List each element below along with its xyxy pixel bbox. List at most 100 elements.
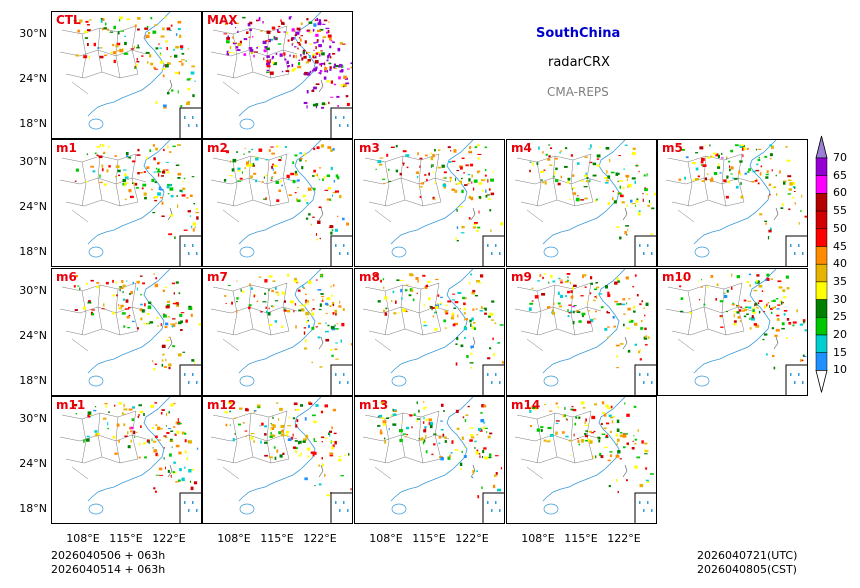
- echo-cell: [135, 431, 138, 433]
- province-border: [677, 338, 695, 352]
- echo-cell: [591, 455, 594, 459]
- echo-cell: [470, 434, 474, 437]
- echo-cell: [324, 473, 326, 477]
- echo-cell: [273, 36, 276, 40]
- echo-cell: [455, 343, 458, 345]
- echo-cell: [337, 215, 339, 218]
- echo-cell: [155, 47, 159, 50]
- echo-cell: [487, 194, 490, 196]
- echo-cell: [281, 291, 285, 295]
- echo-cell: [260, 311, 263, 313]
- echo-cell: [260, 440, 262, 444]
- echo-cell: [242, 16, 246, 19]
- echo-cell: [597, 436, 601, 440]
- echo-cell: [771, 169, 773, 172]
- hainan-island: [88, 375, 104, 387]
- echo-cell: [165, 64, 169, 68]
- echo-cell: [479, 429, 483, 432]
- echo-cell: [785, 275, 789, 279]
- echo-cell: [743, 308, 747, 312]
- echo-cell: [287, 65, 290, 68]
- echo-cell: [457, 314, 459, 318]
- echo-cell: [293, 67, 296, 70]
- echo-cell: [120, 287, 124, 290]
- echo-cell: [598, 293, 603, 295]
- echo-cell: [654, 192, 656, 196]
- echo-cell: [305, 160, 307, 162]
- echo-cell: [289, 300, 294, 304]
- echo-cell: [431, 453, 434, 456]
- echo-cell: [136, 327, 139, 330]
- echo-cell: [779, 170, 781, 174]
- echo-cell: [701, 164, 703, 167]
- echo-cell: [329, 37, 332, 41]
- echo-cell: [265, 174, 268, 177]
- panel-label: m14: [511, 398, 541, 412]
- echo-cell: [171, 178, 173, 180]
- echo-cell: [779, 300, 782, 303]
- echo-cell: [73, 404, 78, 407]
- echo-cell: [280, 430, 284, 433]
- echo-cell: [636, 294, 639, 297]
- echo-cell: [474, 222, 478, 224]
- echo-cell: [134, 436, 136, 438]
- echo-cell: [623, 168, 626, 170]
- echo-cell: [348, 453, 350, 456]
- echo-cell: [321, 102, 325, 106]
- echo-cell: [566, 418, 568, 421]
- echo-cell: [244, 430, 248, 432]
- south-china-sea-inset: [482, 364, 504, 395]
- echo-cell: [318, 464, 320, 467]
- colorbar-tick-label: 60: [833, 186, 847, 200]
- echo-cell: [637, 212, 641, 216]
- province-border: [61, 25, 137, 35]
- hainan-island: [239, 375, 255, 387]
- province-border: [418, 416, 424, 464]
- echo-cell: [758, 302, 760, 304]
- echo-cell: [170, 323, 173, 326]
- echo-cell: [472, 470, 475, 474]
- echo-cell: [134, 65, 137, 69]
- echo-cell: [564, 414, 567, 417]
- echo-cell: [291, 63, 294, 67]
- inset-island: [802, 381, 804, 384]
- echo-cell: [193, 481, 198, 485]
- echo-cell: [226, 40, 230, 44]
- echo-cell: [331, 229, 334, 232]
- echo-cell: [320, 62, 324, 65]
- echo-cell: [447, 300, 452, 303]
- echo-cell: [698, 280, 700, 283]
- echo-cell: [177, 172, 182, 176]
- echo-cell: [91, 313, 95, 316]
- echo-cell: [451, 160, 456, 163]
- province-border: [71, 81, 89, 95]
- echo-cell: [307, 302, 309, 305]
- echo-cell: [605, 182, 609, 184]
- echo-cell: [288, 194, 292, 196]
- inset-island: [188, 381, 190, 384]
- echo-cell: [138, 413, 140, 417]
- echo-cell: [322, 463, 324, 467]
- echo-cell: [305, 293, 307, 296]
- inset-island: [192, 244, 194, 247]
- echo-cell: [619, 434, 624, 438]
- echo-cell: [186, 457, 188, 461]
- echo-cell: [157, 168, 160, 172]
- echo-cell: [753, 323, 758, 326]
- echo-cell: [143, 171, 146, 173]
- echo-cell: [645, 479, 649, 482]
- echo-cell: [313, 169, 316, 173]
- echo-cell: [290, 37, 293, 41]
- echo-cell: [454, 189, 458, 193]
- echo-cell: [159, 47, 162, 49]
- echo-cell: [164, 286, 168, 288]
- echo-cell: [329, 225, 334, 229]
- colorbar-extend-max: [815, 135, 828, 159]
- echo-cell: [493, 474, 497, 477]
- echo-cell: [425, 284, 429, 288]
- province-border: [737, 282, 745, 332]
- echo-cell: [278, 189, 281, 192]
- echo-cell: [615, 344, 620, 347]
- inset-island: [495, 501, 497, 504]
- echo-cell: [84, 37, 89, 39]
